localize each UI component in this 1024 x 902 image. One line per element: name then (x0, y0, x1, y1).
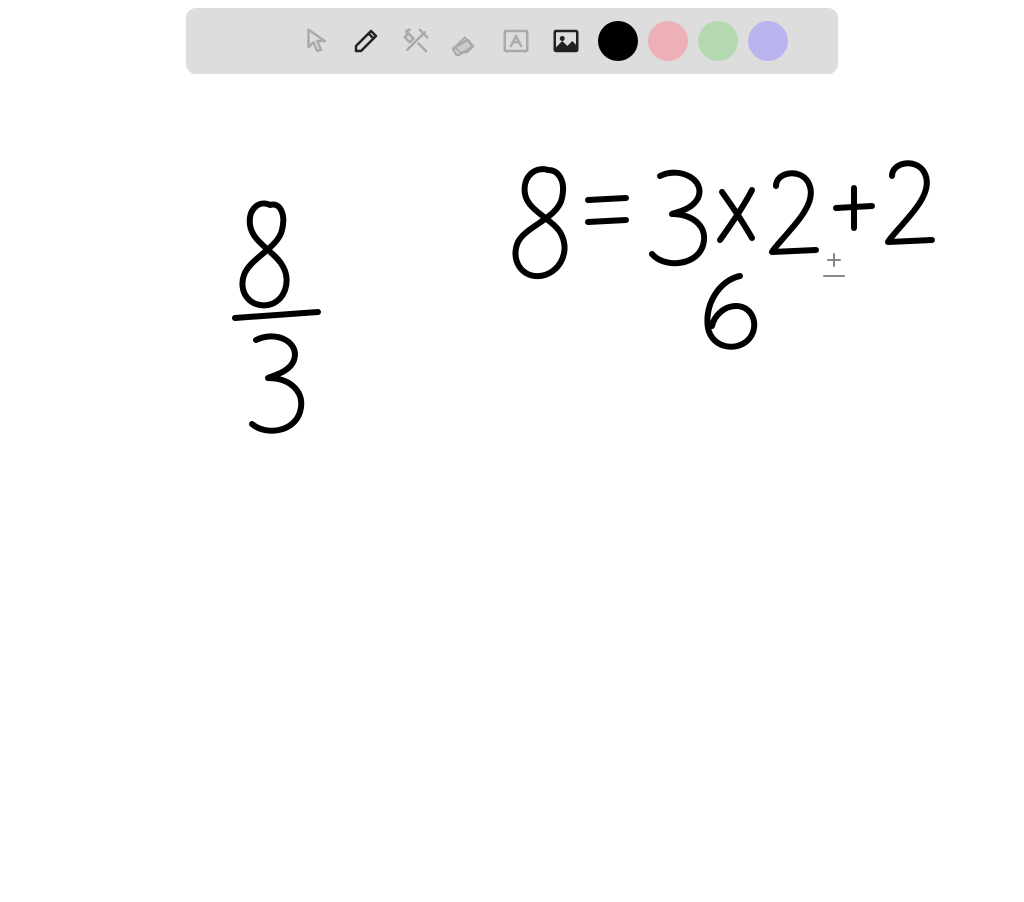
drawing-canvas[interactable] (0, 80, 1024, 898)
image-tool[interactable] (544, 19, 588, 63)
eraser-icon (451, 26, 481, 56)
pointer-icon (301, 26, 331, 56)
text-tool[interactable] (494, 19, 538, 63)
text-box-icon (501, 26, 531, 56)
pointer-tool[interactable] (294, 19, 338, 63)
drawing-toolbar: [data-name="undo-button"] svg, [data-nam… (186, 8, 838, 74)
math-tools[interactable] (394, 19, 438, 63)
pencil-tool[interactable] (344, 19, 388, 63)
color-black[interactable] (598, 21, 638, 61)
color-pink[interactable] (648, 21, 688, 61)
tools-icon (401, 26, 431, 56)
handwriting-layer (0, 80, 1024, 898)
eraser-tool[interactable] (444, 19, 488, 63)
redo-button[interactable] (244, 19, 288, 63)
undo-button[interactable] (194, 19, 238, 63)
pencil-icon (351, 26, 381, 56)
image-icon (551, 26, 581, 56)
cursor-indicator (824, 254, 844, 276)
color-green[interactable] (698, 21, 738, 61)
color-purple[interactable] (748, 21, 788, 61)
